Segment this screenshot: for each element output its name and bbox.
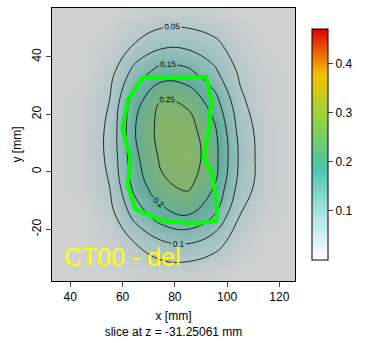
svg-text:0.1: 0.1 [335, 204, 352, 218]
svg-text:80: 80 [168, 290, 182, 304]
svg-text:CT00 - del: CT00 - del [64, 243, 181, 271]
svg-text:0.2: 0.2 [151, 195, 166, 209]
svg-text:0.05: 0.05 [164, 22, 180, 32]
svg-text:60: 60 [116, 290, 130, 304]
svg-text:120: 120 [269, 290, 289, 304]
svg-text:-20: -20 [30, 218, 44, 236]
svg-text:0.15: 0.15 [160, 60, 176, 69]
svg-text:0.4: 0.4 [335, 57, 352, 71]
svg-text:0.1: 0.1 [173, 239, 185, 248]
svg-text:0.3: 0.3 [335, 106, 352, 120]
svg-text:0.2: 0.2 [335, 155, 352, 169]
svg-text:40: 40 [64, 290, 78, 304]
svg-text:40: 40 [30, 48, 44, 62]
svg-text:x [mm]slice at z = -31.25061 m: x [mm]slice at z = -31.25061 mm [105, 309, 243, 339]
svg-text:y [mm]: y [mm] [10, 127, 24, 163]
svg-text:20: 20 [30, 106, 44, 120]
svg-text:100: 100 [217, 290, 237, 304]
svg-text:0: 0 [30, 166, 44, 173]
svg-text:0.25: 0.25 [159, 95, 175, 104]
